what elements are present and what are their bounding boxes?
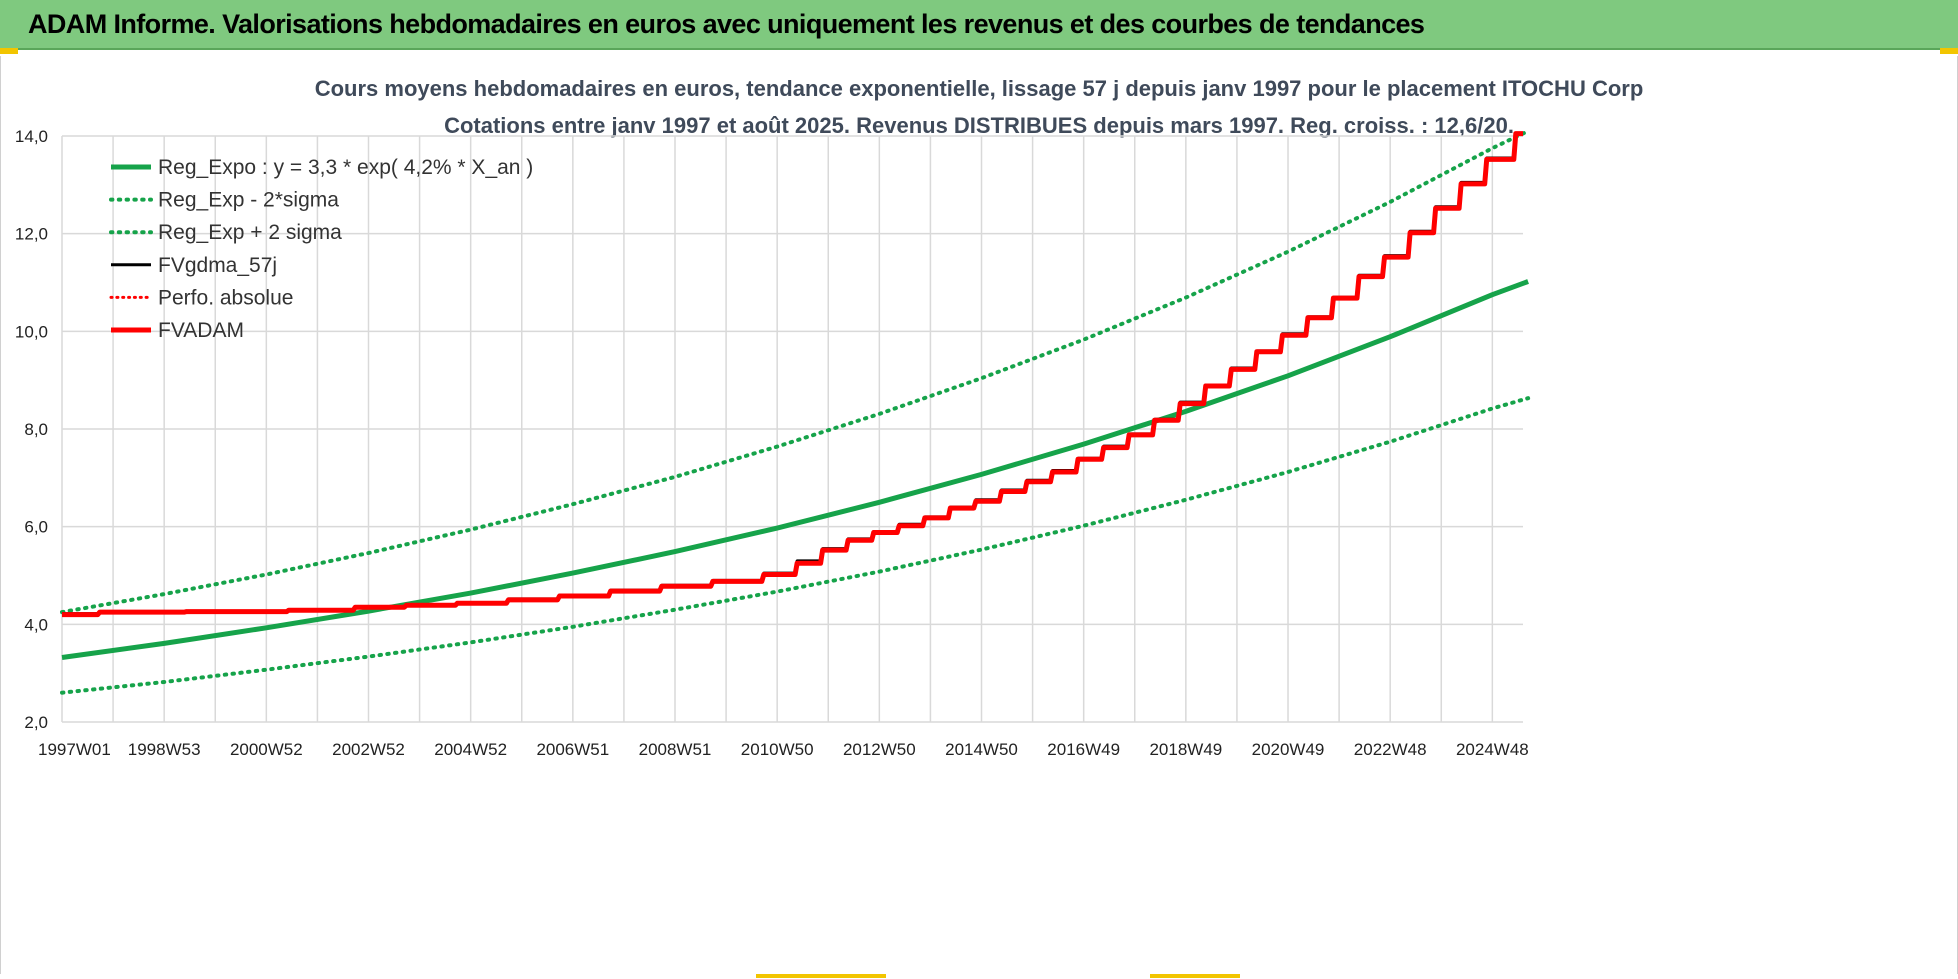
x-tick-label: 1997W01	[38, 740, 111, 759]
x-tick-label: 2012W50	[843, 740, 916, 759]
y-tick-label: 10,0	[15, 322, 48, 341]
y-tick-label: 14,0	[15, 127, 48, 146]
y-tick-label: 12,0	[15, 225, 48, 244]
series-line-4	[62, 131, 1523, 618]
legend-label: Perfo. absolue	[158, 286, 293, 309]
legend-label: FVgdma_57j	[158, 254, 277, 277]
series-line-2	[60, 129, 1531, 615]
x-tick-label: 2020W49	[1252, 740, 1325, 759]
series-lines	[60, 129, 1531, 695]
chart-subtitle: Cotations entre janv 1997 et août 2025. …	[444, 113, 1514, 138]
grid-lines	[61, 135, 1523, 723]
x-tick-label: 2010W50	[741, 740, 814, 759]
x-tick-label: 2002W52	[332, 740, 405, 759]
axis-labels: 2,0 4,0 6,0 8,0 10,0 12,0 14,0 1997W01 1998W53 20…	[15, 127, 1529, 759]
header-bar: ADAM Informe. Valorisations hebdomadaire…	[0, 0, 1958, 54]
x-tick-label: 2018W49	[1149, 740, 1222, 759]
header-corner-right	[1940, 48, 1958, 54]
x-tick-label: 2022W48	[1354, 740, 1427, 759]
y-tick-label: 2,0	[24, 713, 48, 732]
x-tick-label: 2024W48	[1456, 740, 1529, 759]
y-tick-label: 8,0	[24, 420, 48, 439]
chart-area: Cours moyens hebdomadaires en euros, ten…	[0, 56, 1958, 974]
bottom-marker-2	[1150, 974, 1240, 978]
legend: Reg_Expo : y = 3,3 * exp( 4,2% * X_an ) R…	[109, 156, 533, 342]
x-tick-label: 2016W49	[1047, 740, 1120, 759]
bottom-marker-1	[756, 974, 886, 978]
legend-label: Reg_Exp - 2*sigma	[158, 189, 339, 212]
page-title: ADAM Informe. Valorisations hebdomadaire…	[28, 9, 1425, 39]
x-tick-label: 2014W50	[945, 740, 1018, 759]
legend-label: Reg_Expo : y = 3,3 * exp( 4,2% * X_an )	[158, 156, 533, 179]
series-line-1	[60, 396, 1531, 695]
chart-svg: Cours moyens hebdomadaires en euros, ten…	[15, 76, 1644, 759]
chart-title: Cours moyens hebdomadaires en euros, ten…	[315, 76, 1644, 101]
x-tick-label: 2004W52	[434, 740, 507, 759]
x-tick-label: 2006W51	[536, 740, 609, 759]
x-tick-label: 2000W52	[230, 740, 303, 759]
y-tick-label: 6,0	[24, 518, 48, 537]
x-tick-label: 2008W51	[639, 740, 712, 759]
legend-label: FVADAM	[158, 319, 244, 342]
header-corner-left	[0, 48, 18, 54]
y-tick-label: 4,0	[24, 615, 48, 634]
series-line-0	[61, 279, 1529, 660]
legend-label: Reg_Exp + 2 sigma	[158, 221, 342, 244]
x-tick-label: 1998W53	[128, 740, 201, 759]
